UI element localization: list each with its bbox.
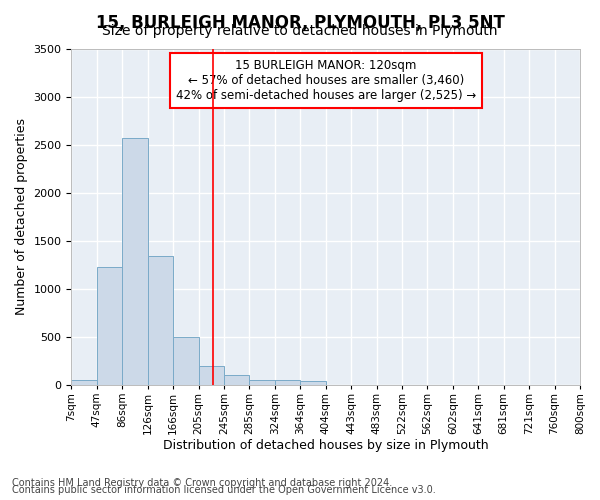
Text: Size of property relative to detached houses in Plymouth: Size of property relative to detached ho…: [102, 24, 498, 38]
Bar: [300, 381, 326, 385]
X-axis label: Distribution of detached houses by size in Plymouth: Distribution of detached houses by size …: [163, 440, 488, 452]
Bar: [199, 366, 224, 385]
Bar: [71, 380, 97, 385]
Bar: [224, 375, 250, 385]
Bar: [122, 138, 148, 385]
Text: Contains HM Land Registry data © Crown copyright and database right 2024.: Contains HM Land Registry data © Crown c…: [12, 478, 392, 488]
Bar: [148, 256, 173, 385]
Bar: [250, 380, 275, 385]
Text: Contains public sector information licensed under the Open Government Licence v3: Contains public sector information licen…: [12, 485, 436, 495]
Text: 15, BURLEIGH MANOR, PLYMOUTH, PL3 5NT: 15, BURLEIGH MANOR, PLYMOUTH, PL3 5NT: [95, 14, 505, 32]
Y-axis label: Number of detached properties: Number of detached properties: [15, 118, 28, 316]
Bar: [173, 337, 199, 385]
Text: 15 BURLEIGH MANOR: 120sqm
← 57% of detached houses are smaller (3,460)
42% of se: 15 BURLEIGH MANOR: 120sqm ← 57% of detac…: [176, 59, 476, 102]
Bar: [97, 268, 122, 385]
Bar: [275, 380, 300, 385]
